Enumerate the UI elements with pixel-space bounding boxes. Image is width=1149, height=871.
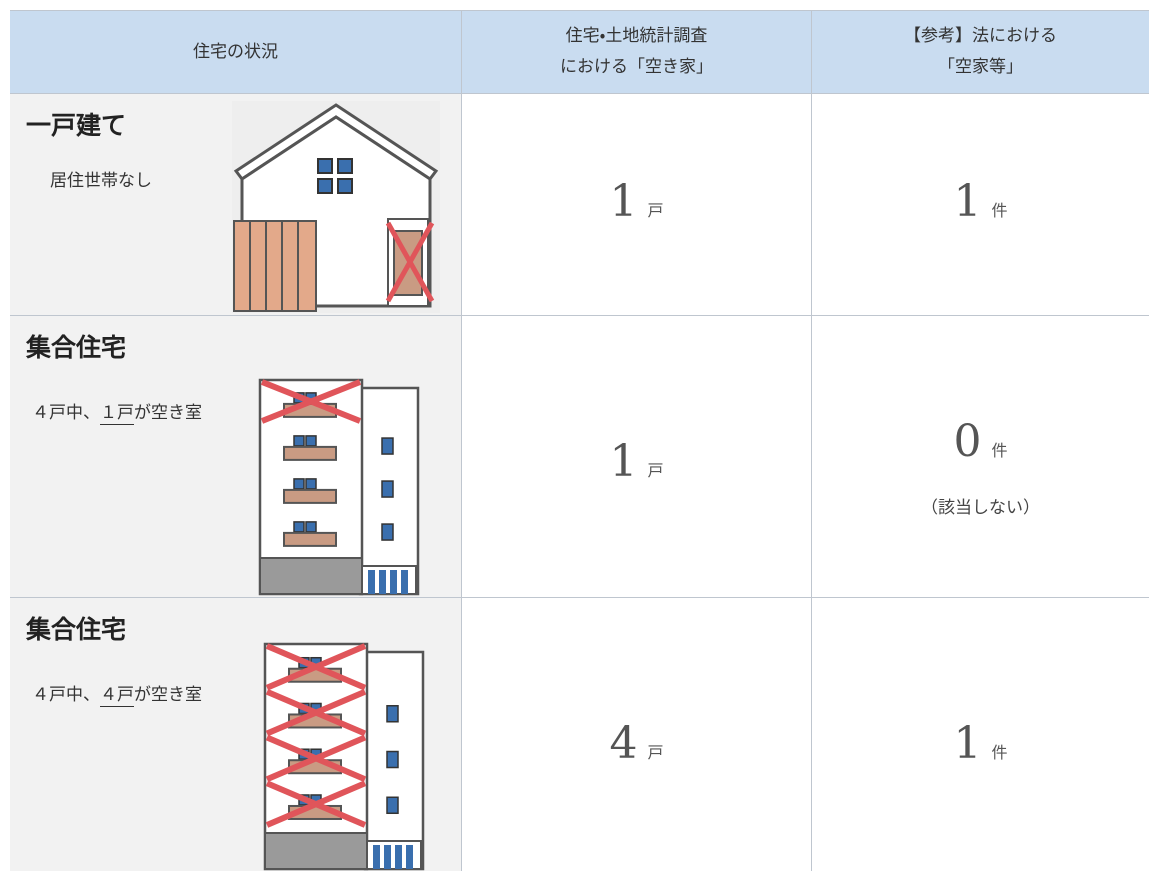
illustration-part — [265, 643, 367, 691]
illustration-part — [265, 688, 367, 737]
header-text: における「空き家」 — [560, 57, 713, 77]
count-value: 1 — [953, 176, 982, 227]
situation-cell: 集合住宅 ４戸中、１戸が空き室 — [10, 316, 462, 598]
illustration-part — [384, 845, 391, 869]
description-underlined: １戸 — [100, 403, 134, 425]
house-illustration — [232, 101, 440, 313]
illustration-part — [381, 523, 394, 541]
law-note: （該当しない） — [921, 498, 1040, 518]
illustration-part — [386, 750, 399, 769]
illustration-part — [406, 845, 413, 869]
illustration-part — [379, 570, 386, 594]
situation-cell: 一戸建て 居住世帯なし — [10, 94, 462, 316]
illustration-part — [259, 557, 363, 595]
header-text: 住宅の状況 — [193, 41, 278, 62]
header-text: 【参考】法における — [904, 26, 1057, 46]
illustration-part — [265, 734, 367, 783]
illustration-part — [293, 521, 305, 533]
illustration-part — [305, 435, 317, 447]
illustration-part — [305, 478, 317, 490]
illustration-part — [305, 521, 317, 533]
description-text: ４戸中、 — [32, 403, 100, 423]
count-unit: 戸 — [647, 201, 664, 220]
description-text: ４戸中、 — [32, 685, 100, 705]
header-text: 「空家等」 — [938, 57, 1023, 77]
row-description: ４戸中、１戸が空き室 — [32, 398, 202, 425]
count-unit: 戸 — [647, 743, 664, 762]
illustration-part — [283, 488, 337, 504]
description-underlined: ４戸 — [100, 685, 134, 707]
illustration-part — [283, 445, 337, 461]
illustration-part — [401, 570, 408, 594]
illustration-part — [265, 780, 367, 828]
count-value: 1 — [953, 718, 982, 769]
count-value: 1 — [609, 176, 638, 227]
illustration-part — [260, 379, 362, 424]
apartment-illustration — [258, 378, 420, 596]
count-unit: 件 — [991, 201, 1008, 220]
situation-cell: 集合住宅 ４戸中、４戸が空き室 — [10, 598, 462, 871]
illustration-part — [368, 570, 375, 594]
header-cell: 住宅の状況 — [10, 11, 462, 94]
row-title: 一戸建て — [26, 111, 127, 140]
count-unit: 件 — [991, 441, 1008, 460]
header-cell: 【参考】法における 「空家等」 — [812, 11, 1149, 94]
illustration-part — [386, 796, 399, 815]
illustration-part — [293, 435, 305, 447]
row-title: 集合住宅 — [26, 615, 127, 644]
header-cell: 住宅・土地統計調査 における「空き家」 — [462, 11, 812, 94]
row-description: 居住世帯なし — [50, 171, 152, 191]
illustration-part — [293, 478, 305, 490]
description-text: が空き室 — [134, 685, 202, 705]
illustration-part — [390, 570, 397, 594]
count-value: 0 — [953, 416, 982, 467]
description-text: が空き室 — [134, 403, 202, 423]
count-value: 1 — [609, 436, 638, 487]
table: 住宅の状況 住宅・土地統計調査 における「空き家」 【参考】法における 「空家等… — [10, 10, 1149, 871]
illustration-part — [283, 531, 337, 547]
illustration-part — [373, 845, 380, 869]
illustration-part — [381, 480, 394, 498]
count-unit: 戸 — [647, 461, 664, 480]
illustration-part — [386, 705, 399, 723]
row-description: ４戸中、４戸が空き室 — [32, 680, 202, 707]
illustration-part — [264, 832, 368, 870]
apartment-illustration — [263, 642, 425, 871]
header-text: 住宅・土地統計調査 — [565, 26, 708, 46]
illustration-part — [381, 437, 394, 455]
illustration-part — [395, 845, 402, 869]
count-unit: 件 — [991, 743, 1008, 762]
count-value: 4 — [609, 718, 638, 769]
row-title: 集合住宅 — [26, 333, 127, 362]
